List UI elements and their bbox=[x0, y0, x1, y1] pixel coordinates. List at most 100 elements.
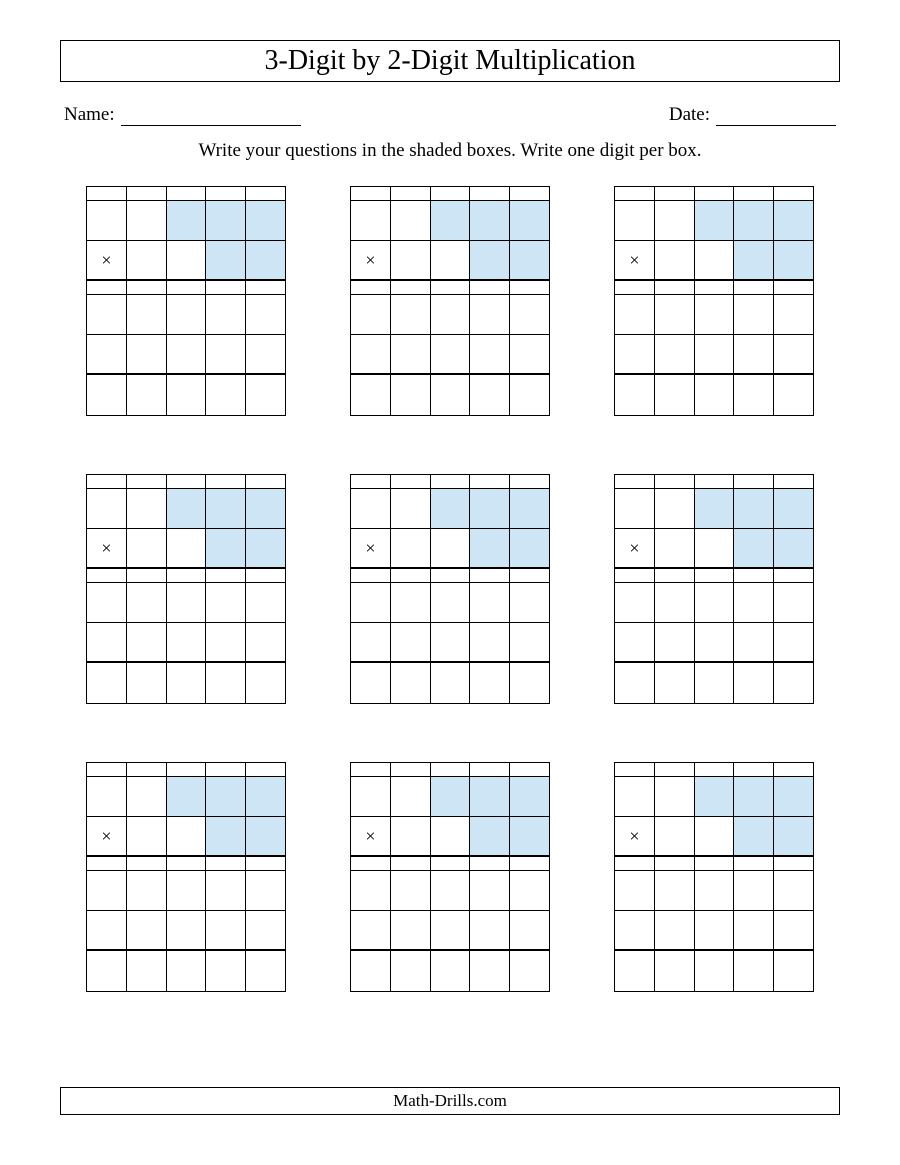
grid-cell bbox=[206, 583, 246, 622]
input-cell[interactable] bbox=[206, 241, 246, 279]
grid-cell bbox=[127, 817, 167, 855]
grid-cell bbox=[695, 281, 735, 294]
grid-cell bbox=[615, 857, 655, 870]
grid-cell bbox=[246, 583, 285, 622]
grid-cell bbox=[734, 335, 774, 373]
input-cell[interactable] bbox=[774, 201, 813, 240]
grid-cell bbox=[206, 187, 246, 200]
input-cell[interactable] bbox=[470, 241, 510, 279]
grid-cell bbox=[351, 375, 391, 415]
input-cell[interactable] bbox=[246, 489, 285, 528]
grid-cell bbox=[127, 375, 167, 415]
grid-cell bbox=[655, 951, 695, 991]
grid-cell bbox=[615, 335, 655, 373]
input-cell[interactable] bbox=[510, 777, 549, 816]
input-cell[interactable] bbox=[246, 529, 285, 567]
grid-row bbox=[351, 763, 549, 777]
grid-row bbox=[87, 911, 285, 951]
grid-cell bbox=[246, 335, 285, 373]
operator-cell: × bbox=[87, 529, 127, 567]
input-cell[interactable] bbox=[431, 777, 471, 816]
grid-cell bbox=[655, 201, 695, 240]
grid-cell bbox=[87, 295, 127, 334]
grid-cell bbox=[615, 201, 655, 240]
input-cell[interactable] bbox=[510, 529, 549, 567]
grid-row bbox=[615, 569, 813, 583]
input-cell[interactable] bbox=[470, 489, 510, 528]
input-cell[interactable] bbox=[774, 241, 813, 279]
grid-cell bbox=[734, 623, 774, 661]
name-input-line[interactable] bbox=[121, 105, 301, 126]
grid-cell bbox=[246, 763, 285, 776]
grid-row bbox=[87, 489, 285, 529]
input-cell[interactable] bbox=[774, 489, 813, 528]
input-cell[interactable] bbox=[510, 241, 549, 279]
problem-grid: × bbox=[350, 762, 550, 992]
input-cell[interactable] bbox=[246, 777, 285, 816]
grid-cell bbox=[470, 951, 510, 991]
operator-cell: × bbox=[351, 241, 391, 279]
input-cell[interactable] bbox=[246, 201, 285, 240]
grid-row bbox=[351, 489, 549, 529]
input-cell[interactable] bbox=[695, 777, 735, 816]
date-input-line[interactable] bbox=[716, 105, 836, 126]
input-cell[interactable] bbox=[734, 201, 774, 240]
grid-cell bbox=[510, 569, 549, 582]
input-cell[interactable] bbox=[470, 817, 510, 855]
grid-cell bbox=[351, 763, 391, 776]
grid-row: × bbox=[615, 817, 813, 857]
input-cell[interactable] bbox=[206, 201, 246, 240]
grid-cell bbox=[391, 281, 431, 294]
input-cell[interactable] bbox=[246, 817, 285, 855]
input-cell[interactable] bbox=[206, 777, 246, 816]
grid-cell bbox=[87, 475, 127, 488]
grid-cell bbox=[391, 583, 431, 622]
grid-cell bbox=[431, 335, 471, 373]
input-cell[interactable] bbox=[734, 817, 774, 855]
grid-cell bbox=[206, 951, 246, 991]
input-cell[interactable] bbox=[510, 817, 549, 855]
input-cell[interactable] bbox=[167, 777, 207, 816]
input-cell[interactable] bbox=[206, 529, 246, 567]
input-cell[interactable] bbox=[510, 201, 549, 240]
input-cell[interactable] bbox=[470, 777, 510, 816]
input-cell[interactable] bbox=[695, 201, 735, 240]
grid-row bbox=[351, 569, 549, 583]
input-cell[interactable] bbox=[774, 817, 813, 855]
input-cell[interactable] bbox=[695, 489, 735, 528]
grid-row bbox=[351, 375, 549, 415]
grid-row bbox=[615, 489, 813, 529]
input-cell[interactable] bbox=[734, 529, 774, 567]
input-cell[interactable] bbox=[734, 777, 774, 816]
grid-cell bbox=[431, 475, 471, 488]
grid-row bbox=[351, 335, 549, 375]
input-cell[interactable] bbox=[774, 777, 813, 816]
grid-cell bbox=[351, 475, 391, 488]
grid-cell bbox=[127, 583, 167, 622]
input-cell[interactable] bbox=[431, 489, 471, 528]
input-cell[interactable] bbox=[734, 241, 774, 279]
grid-cell bbox=[655, 777, 695, 816]
grid-cell bbox=[510, 857, 549, 870]
grid-cell bbox=[246, 951, 285, 991]
input-cell[interactable] bbox=[206, 817, 246, 855]
input-cell[interactable] bbox=[167, 489, 207, 528]
input-cell[interactable] bbox=[470, 201, 510, 240]
input-cell[interactable] bbox=[206, 489, 246, 528]
grid-cell bbox=[167, 241, 207, 279]
grid-cell bbox=[695, 951, 735, 991]
grid-cell bbox=[87, 187, 127, 200]
input-cell[interactable] bbox=[167, 201, 207, 240]
input-cell[interactable] bbox=[734, 489, 774, 528]
input-cell[interactable] bbox=[774, 529, 813, 567]
input-cell[interactable] bbox=[431, 201, 471, 240]
input-cell[interactable] bbox=[470, 529, 510, 567]
grid-cell bbox=[206, 281, 246, 294]
input-cell[interactable] bbox=[246, 241, 285, 279]
grid-row bbox=[351, 623, 549, 663]
grid-row bbox=[615, 777, 813, 817]
grid-cell bbox=[167, 281, 207, 294]
grid-cell bbox=[167, 583, 207, 622]
grid-cell bbox=[391, 663, 431, 703]
input-cell[interactable] bbox=[510, 489, 549, 528]
